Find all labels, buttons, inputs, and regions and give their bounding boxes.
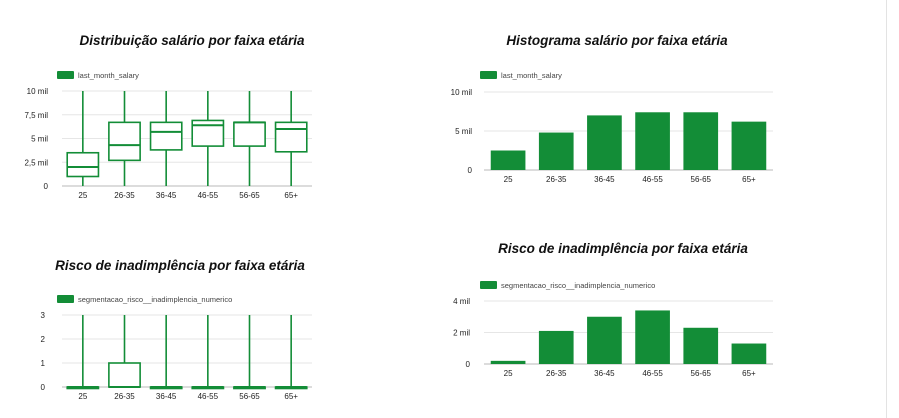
legend-label[interactable]: last_month_salary xyxy=(501,71,562,80)
y-tick-label: 7,5 mil xyxy=(24,111,48,120)
x-tick-label: 25 xyxy=(504,175,513,184)
box-whisker[interactable] xyxy=(191,315,225,390)
x-tick-label: 36-45 xyxy=(156,191,177,200)
x-tick-label: 56-65 xyxy=(239,392,260,401)
box-whisker[interactable] xyxy=(233,315,266,390)
y-tick-label: 5 mil xyxy=(455,127,472,136)
bar[interactable] xyxy=(683,327,719,364)
default-risk-boxplot-chart: Risco de inadimplência por faixa etária s… xyxy=(0,209,440,418)
x-tick-label: 26-35 xyxy=(546,175,567,184)
bar[interactable] xyxy=(490,150,526,171)
y-tick-label: 2 xyxy=(41,335,46,344)
x-tick-label: 26-35 xyxy=(114,392,135,401)
x-tick-label: 56-65 xyxy=(691,175,712,184)
y-tick-label: 10 mil xyxy=(27,87,49,96)
x-tick-label: 65+ xyxy=(742,175,756,184)
box xyxy=(149,121,183,151)
legend-swatch[interactable] xyxy=(57,71,74,79)
box xyxy=(108,362,141,388)
legend-swatch[interactable] xyxy=(57,295,74,303)
y-tick-label: 0 xyxy=(468,166,473,175)
box-whisker[interactable] xyxy=(66,91,100,186)
box xyxy=(66,151,100,178)
y-tick-label: 2,5 mil xyxy=(24,158,48,167)
bar[interactable] xyxy=(683,112,719,170)
box-whisker[interactable] xyxy=(66,315,100,390)
x-tick-label: 46-55 xyxy=(198,191,219,200)
y-tick-label: 10 mil xyxy=(451,88,473,97)
x-tick-label: 65+ xyxy=(742,369,756,378)
box-whisker[interactable] xyxy=(274,315,308,390)
salary-distribution-chart: Distribuição salário por faixa etária las… xyxy=(0,0,440,209)
scrollbar[interactable] xyxy=(886,0,899,418)
x-tick-label: 56-65 xyxy=(691,369,712,378)
box xyxy=(108,121,141,162)
x-tick-label: 56-65 xyxy=(239,191,260,200)
box-whisker[interactable] xyxy=(108,315,141,388)
bar[interactable] xyxy=(538,330,574,364)
legend-swatch[interactable] xyxy=(480,71,497,79)
chart-svg: Risco de inadimplência por faixa etária s… xyxy=(41,258,312,401)
box-whisker[interactable] xyxy=(191,91,225,186)
y-tick-label: 5 mil xyxy=(31,135,48,144)
salary-histogram-chart: Histograma salário por faixa etária last_… xyxy=(440,0,886,209)
x-tick-label: 26-35 xyxy=(114,191,135,200)
bar[interactable] xyxy=(538,132,574,170)
box-whisker[interactable] xyxy=(233,91,266,186)
bar[interactable] xyxy=(635,112,670,170)
box-whisker[interactable] xyxy=(149,91,183,186)
chart-title: Histograma salário por faixa etária xyxy=(506,33,728,48)
legend-label[interactable]: segmentacao_risco__inadimplencia_numeric… xyxy=(78,295,232,304)
x-tick-label: 36-45 xyxy=(156,392,177,401)
bar[interactable] xyxy=(731,343,767,364)
chart-title: Distribuição salário por faixa etária xyxy=(79,33,305,48)
y-tick-label: 2 mil xyxy=(453,329,470,338)
y-tick-label: 3 xyxy=(41,311,46,320)
box xyxy=(274,121,308,153)
x-tick-label: 65+ xyxy=(284,392,298,401)
x-tick-label: 25 xyxy=(504,369,513,378)
legend-label[interactable]: segmentacao_risco__inadimplencia_numeric… xyxy=(501,281,655,290)
chart-svg: Histograma salário por faixa etária last_… xyxy=(451,33,773,184)
x-tick-label: 26-35 xyxy=(546,369,567,378)
y-tick-label: 0 xyxy=(466,360,471,369)
chart-svg: Distribuição salário por faixa etária las… xyxy=(24,33,312,200)
x-tick-label: 25 xyxy=(78,392,87,401)
box xyxy=(233,121,266,147)
x-tick-label: 65+ xyxy=(284,191,298,200)
chart-title: Risco de inadimplência por faixa etária xyxy=(498,241,748,256)
y-tick-label: 4 mil xyxy=(453,297,470,306)
bar[interactable] xyxy=(587,316,622,364)
box-whisker[interactable] xyxy=(274,91,308,186)
x-tick-label: 46-55 xyxy=(642,369,663,378)
default-risk-bar-chart: Risco de inadimplência por faixa etária s… xyxy=(440,209,886,418)
x-tick-label: 36-45 xyxy=(594,369,615,378)
bar[interactable] xyxy=(490,360,526,364)
x-tick-label: 46-55 xyxy=(198,392,219,401)
bar[interactable] xyxy=(587,115,622,170)
legend-label[interactable]: last_month_salary xyxy=(78,71,139,80)
chart-title: Risco de inadimplência por faixa etária xyxy=(55,258,305,273)
y-tick-label: 0 xyxy=(41,383,46,392)
bar[interactable] xyxy=(731,121,767,170)
x-tick-label: 25 xyxy=(78,191,87,200)
box-whisker[interactable] xyxy=(108,91,141,186)
y-tick-label: 0 xyxy=(44,182,49,191)
x-tick-label: 46-55 xyxy=(642,175,663,184)
x-tick-label: 36-45 xyxy=(594,175,615,184)
legend-swatch[interactable] xyxy=(480,281,497,289)
box-whisker[interactable] xyxy=(149,315,183,390)
y-tick-label: 1 xyxy=(41,359,46,368)
bar[interactable] xyxy=(635,310,670,364)
chart-svg: Risco de inadimplência por faixa etária s… xyxy=(453,241,773,378)
